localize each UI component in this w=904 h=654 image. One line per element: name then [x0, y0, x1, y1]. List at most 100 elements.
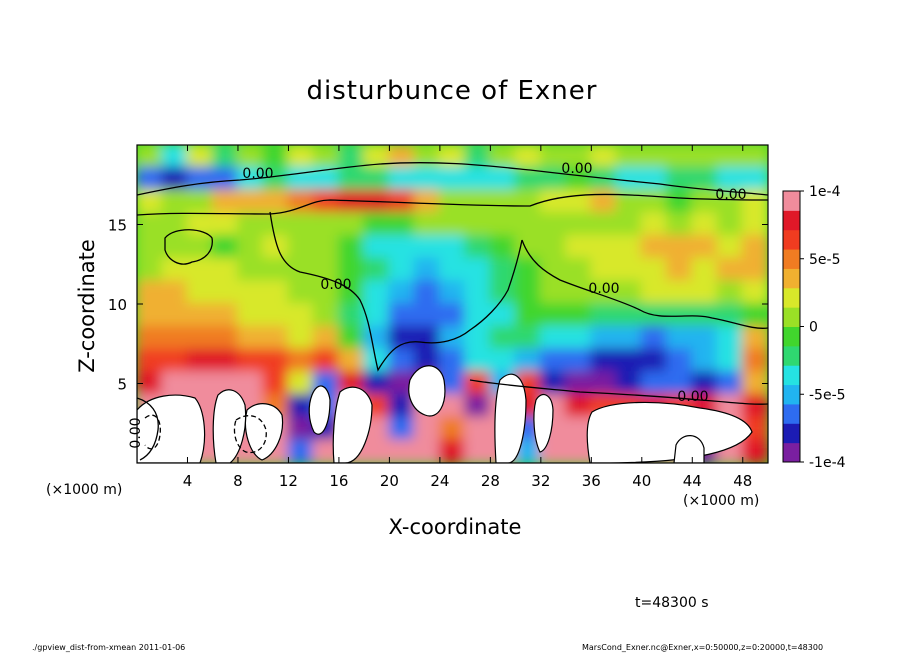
heatmap-cell	[489, 325, 517, 351]
heatmap-cell	[363, 325, 391, 351]
heatmap-cell	[413, 212, 441, 237]
heatmap-cell	[413, 416, 441, 442]
contour-label: 0.00	[242, 166, 273, 182]
heatmap-cell	[514, 325, 542, 351]
heatmap-cell	[514, 145, 542, 169]
heatmap-cell	[691, 212, 719, 237]
heatmap-cell	[565, 348, 593, 374]
heatmap-cell	[262, 189, 290, 215]
heatmap-cell	[539, 280, 568, 305]
heatmap-cell	[691, 325, 719, 351]
heatmap-cell	[287, 303, 315, 328]
heatmap-cell	[236, 348, 265, 374]
time-stamp: t=48300 s	[635, 595, 709, 611]
heatmap-cell	[363, 234, 391, 260]
heatmap-cell	[262, 212, 290, 237]
heatmap-cell	[363, 348, 391, 374]
heatmap-cell	[666, 280, 694, 305]
heatmap-cell	[287, 234, 315, 260]
heatmap-cell	[388, 166, 416, 192]
colorbar: 1e-4 5e-5 0 -5e-5 -1e-4	[782, 184, 846, 471]
heatmap-cell	[716, 257, 744, 283]
heatmap-cell	[666, 234, 694, 260]
heatmap-cell	[489, 280, 517, 305]
heatmap-cell	[262, 166, 290, 192]
heatmap-cell	[388, 325, 416, 351]
heatmap-cell	[590, 325, 618, 351]
footer-data-source: MarsCond_Exner.nc@Exner,x=0:50000,z=0:20…	[582, 643, 824, 652]
heatmap-cell	[287, 325, 315, 351]
heatmap-cell	[161, 303, 189, 328]
heatmap-cell	[186, 257, 214, 283]
heatmap-cell	[691, 145, 719, 169]
heatmap-cell	[388, 280, 416, 305]
x-tick-label: 24	[430, 472, 449, 490]
heatmap-cell	[262, 280, 290, 305]
heatmap-cell	[565, 166, 593, 192]
heatmap-cell	[262, 348, 290, 374]
heatmap-cell	[236, 234, 265, 260]
heatmap-cell	[438, 145, 467, 169]
heatmap-cell	[615, 303, 643, 328]
heatmap-cell	[615, 325, 643, 351]
heatmap-cell	[312, 145, 340, 169]
heatmap-cell	[539, 325, 568, 351]
heatmap-cell	[615, 189, 643, 215]
colorbar-tick-label: 0	[809, 320, 818, 336]
heatmap-cell	[666, 325, 694, 351]
heatmap-cell	[363, 212, 391, 237]
y-axis-ticks: 5 10 15	[108, 217, 768, 394]
heatmap-cell	[716, 189, 744, 215]
heatmap-cell	[666, 257, 694, 283]
heatmap-cell	[691, 189, 719, 215]
heatmap-cell	[262, 145, 290, 169]
contour-labels: 0.00 0.00 0.00 0.00 0.00 0.00 0.00	[128, 161, 747, 449]
heatmap-cell	[640, 348, 669, 374]
heatmap-cell	[388, 348, 416, 374]
heatmap-cell	[236, 212, 265, 237]
heatmap-cell	[741, 348, 768, 374]
heatmap-cell	[539, 212, 568, 237]
heatmap-cell	[287, 348, 315, 374]
heatmap-cell	[262, 325, 290, 351]
heatmap-cell	[211, 280, 239, 305]
heatmap-cell	[464, 212, 492, 237]
heatmap-cell	[312, 303, 340, 328]
heatmap-cell	[236, 280, 265, 305]
heatmap-cell	[666, 348, 694, 374]
heatmap-cell	[615, 166, 643, 192]
heatmap-cell	[565, 234, 593, 260]
heatmap-cell	[590, 234, 618, 260]
heatmap-cell	[666, 371, 694, 396]
heatmap-cell	[363, 280, 391, 305]
colorbar-tick-label: 5e-5	[809, 252, 840, 268]
colorbar-tick-label: 1e-4	[809, 184, 841, 200]
contour-label: 0.00	[128, 417, 144, 448]
colorbar-swatch	[783, 345, 800, 366]
heatmap-cell	[312, 348, 340, 374]
heatmap-cell	[716, 371, 744, 396]
heatmap-cell	[489, 212, 517, 237]
heatmap-cell	[464, 439, 492, 463]
heatmap-cell	[337, 348, 366, 374]
heatmap-cell	[464, 166, 492, 192]
heatmap-cell	[640, 280, 669, 305]
heatmap-cell	[236, 257, 265, 283]
heatmap-cell	[211, 212, 239, 237]
heatmap-cell	[489, 348, 517, 374]
heatmap-cell	[539, 166, 568, 192]
heatmap-cell	[741, 303, 768, 328]
heatmap-cell	[514, 280, 542, 305]
heatmap-cell	[337, 166, 366, 192]
heatmap-cell	[363, 257, 391, 283]
heatmap-cell	[691, 371, 719, 396]
heatmap-cell	[666, 189, 694, 215]
heatmap-cell	[691, 166, 719, 192]
heatmap-cell	[186, 325, 214, 351]
heatmap-cell	[211, 145, 239, 169]
heatmap-cell	[640, 145, 669, 169]
heatmap-cell	[464, 189, 492, 215]
heatmap-cell	[464, 303, 492, 328]
heatmap-cell	[741, 234, 768, 260]
